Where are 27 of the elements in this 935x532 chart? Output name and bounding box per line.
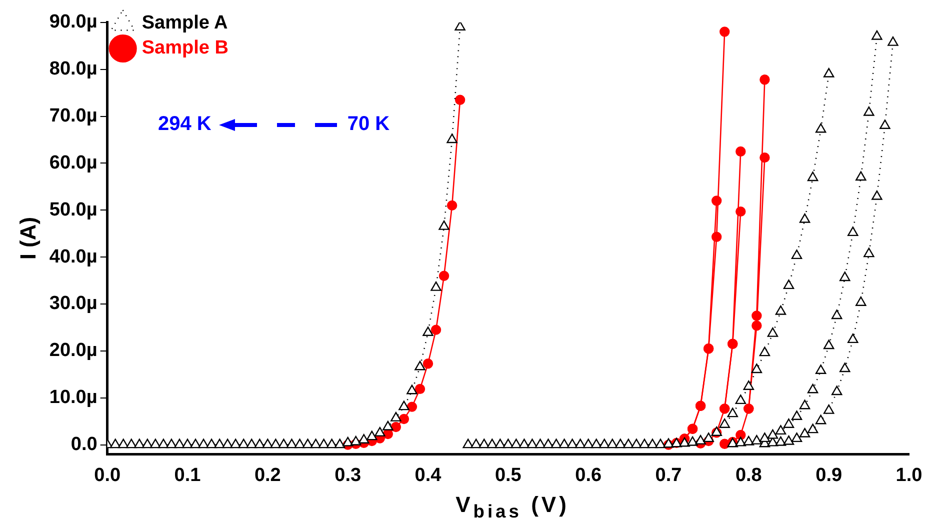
y-tick-label: 60.0µ	[49, 152, 98, 174]
x-tick-label: 0.0	[94, 464, 121, 486]
y-tick-label: 0.0	[70, 434, 98, 456]
legend-label: Sample B	[142, 38, 228, 59]
x-tick-label: 0.6	[575, 464, 602, 486]
y-axis-title: I (A)	[15, 216, 40, 260]
annotation: 294 K	[158, 113, 212, 136]
y-tick-label: 20.0µ	[49, 340, 98, 362]
y-tick-label: 40.0µ	[49, 246, 98, 268]
x-tick-label: 0.9	[816, 464, 842, 486]
x-tick-label: 1.0	[896, 464, 922, 486]
x-axis-title: V$_{bias}$ (V)	[454, 491, 570, 524]
x-tick-label: 0.4	[414, 464, 442, 486]
y-tick-label: 10.0µ	[49, 387, 98, 408]
y-tick-label: 30.0µ	[49, 293, 98, 314]
y-tick-label: 70.0µ	[49, 106, 98, 127]
x-tick-label: 0.7	[655, 464, 682, 486]
x-tick-label: 0.8	[735, 464, 762, 486]
y-tick-label: 50.0µ	[49, 199, 98, 220]
legend-label: Sample A	[142, 12, 228, 34]
x-tick-label: 0.3	[334, 464, 362, 486]
y-tick-label: 80.0µ	[49, 58, 98, 80]
x-tick-label: 0.1	[174, 464, 202, 486]
y-tick-label: 90.0µ	[49, 12, 98, 33]
annotation: 70 K	[347, 113, 390, 136]
x-tick-label: 0.5	[494, 464, 522, 486]
x-tick-label: 0.2	[254, 464, 281, 486]
